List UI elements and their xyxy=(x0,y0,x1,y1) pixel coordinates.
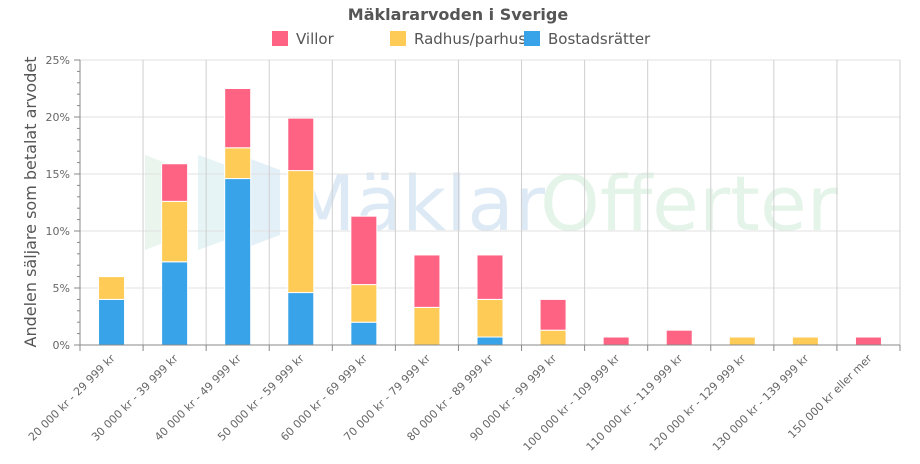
legend-swatch xyxy=(272,31,288,46)
bar-segment-villor xyxy=(161,163,189,202)
bar-segment-radhus-parhus xyxy=(413,306,441,346)
bar-segment-villor xyxy=(476,254,504,300)
bar-segment-villor xyxy=(854,336,882,346)
legend-swatch xyxy=(390,31,406,46)
bar-segment-villor xyxy=(350,215,378,286)
y-tick-label: 5% xyxy=(53,282,70,295)
bar-segment-villor xyxy=(665,329,693,346)
y-tick-label: 0% xyxy=(53,339,70,352)
bar-segment-bostadsr-tter xyxy=(98,298,126,346)
bar-segment-radhus-parhus xyxy=(224,147,252,180)
legend-label: Radhus/parhus xyxy=(414,30,526,48)
y-tick-label: 15% xyxy=(46,168,70,181)
bar-segment-radhus-parhus xyxy=(350,284,378,323)
y-tick-label: 25% xyxy=(46,54,70,67)
bar-segment-bostadsr-tter xyxy=(476,336,504,346)
bar-segment-radhus-parhus xyxy=(161,200,189,263)
bar-segment-radhus-parhus xyxy=(476,298,504,338)
bar-segment-villor xyxy=(224,88,252,149)
axes: 0%5%10%15%20%25%20 000 kr - 29 999 kr30 … xyxy=(26,54,901,454)
bar-segment-bostadsr-tter xyxy=(224,178,252,346)
chart-title: Mäklararvoden i Sverige xyxy=(348,5,569,24)
bar-segment-villor xyxy=(287,117,315,172)
y-tick-label: 20% xyxy=(46,111,70,124)
bar-segment-villor xyxy=(602,336,630,346)
bar-segment-radhus-parhus xyxy=(539,329,567,346)
legend-swatch xyxy=(524,31,540,46)
bar-segment-radhus-parhus xyxy=(791,336,819,346)
bar-segment-radhus-parhus xyxy=(98,276,126,300)
bar-segment-radhus-parhus xyxy=(287,170,315,294)
legend-label: Bostadsrätter xyxy=(548,30,651,48)
legend-label: Villor xyxy=(296,30,335,48)
bar-segment-bostadsr-tter xyxy=(287,292,315,346)
bar-segment-villor xyxy=(539,298,567,331)
legend: Villor Radhus/parhus Bostadsrätter xyxy=(272,30,651,48)
bar-segment-bostadsr-tter xyxy=(161,261,189,346)
bars xyxy=(98,88,882,346)
y-tick-label: 10% xyxy=(46,225,70,238)
y-axis-label: Andelen säljare som betalat arvodet xyxy=(21,57,40,348)
svg-text:Mäklar: Mäklar xyxy=(290,159,546,248)
bar-segment-radhus-parhus xyxy=(728,336,756,346)
bar-segment-bostadsr-tter xyxy=(350,321,378,346)
bar-segment-villor xyxy=(413,254,441,308)
